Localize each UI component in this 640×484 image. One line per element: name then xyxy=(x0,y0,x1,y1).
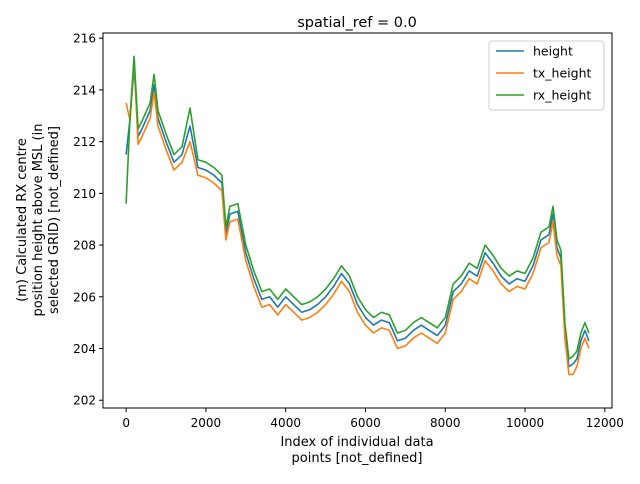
x-tick-label: 10000 xyxy=(506,416,544,430)
y-tick-label: 216 xyxy=(73,32,96,46)
y-tick-label: 204 xyxy=(73,342,96,356)
x-tick-label: 12000 xyxy=(586,416,624,430)
y-axis-label-line2: position height above MSL (in xyxy=(31,124,46,317)
axes-frame xyxy=(102,32,613,409)
chart-title: spatial_ref = 0.0 xyxy=(297,15,417,31)
series-line-height xyxy=(125,65,590,368)
legend-label: tx_height xyxy=(533,66,591,81)
x-axis-label-line2: points [not_defined] xyxy=(292,451,423,466)
legend-label: height xyxy=(533,44,573,59)
x-tick-label: 8000 xyxy=(430,416,461,430)
series-layer xyxy=(125,55,590,376)
y-tick-label: 214 xyxy=(73,83,96,97)
x-axis-label-line1: Index of individual data xyxy=(280,435,433,450)
x-tick-label: 0 xyxy=(122,416,130,430)
y-tick-label: 206 xyxy=(73,290,96,304)
y-tick-label: 210 xyxy=(73,187,96,201)
y-axis: 202 204 206 208 210 212 214 216 xyxy=(73,32,103,408)
series-line-tx-height xyxy=(125,58,590,376)
y-axis-label-line3: selected GRID) [not_defined] xyxy=(47,126,62,314)
y-tick-label: 212 xyxy=(73,135,96,149)
y-tick-label: 202 xyxy=(73,394,96,408)
legend: height tx_height rx_height xyxy=(488,40,605,111)
x-tick-label: 4000 xyxy=(270,416,301,430)
x-axis: 0 2000 4000 6000 8000 10000 12000 xyxy=(122,408,624,430)
legend-box xyxy=(488,40,605,111)
legend-label: rx_height xyxy=(533,88,591,103)
y-tick-label: 208 xyxy=(73,239,96,253)
x-tick-label: 6000 xyxy=(350,416,381,430)
x-tick-label: 2000 xyxy=(191,416,222,430)
series-line-rx-height xyxy=(125,55,590,360)
y-axis-label-line1: (m) Calculated RX centre xyxy=(15,138,30,302)
